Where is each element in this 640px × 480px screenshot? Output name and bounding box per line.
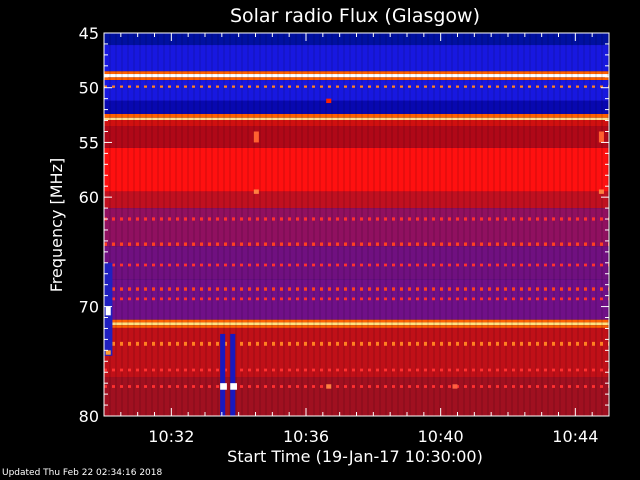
burst <box>253 131 259 143</box>
plot-area <box>103 33 609 416</box>
burst <box>452 384 458 389</box>
frequency-band <box>104 147 609 192</box>
frequency-band <box>104 246 609 280</box>
x-axis-label: Start Time (19-Jan-17 10:30:00) <box>227 447 483 466</box>
y-tick-label: 45 <box>79 24 99 43</box>
frequency-band <box>104 279 609 320</box>
texture-overlay <box>103 33 609 416</box>
burst <box>105 350 111 355</box>
frequency-band <box>104 322 609 326</box>
frequency-band <box>104 319 609 323</box>
burst <box>230 383 237 390</box>
x-tick-label: 10:36 <box>283 427 329 446</box>
y-tick-label: 70 <box>79 298 99 317</box>
frequency-band <box>104 71 609 75</box>
chart-title: Solar radio Flux (Glasgow) <box>230 5 480 27</box>
updated-timestamp: Updated Thu Feb 22 02:34:16 2018 <box>2 468 163 478</box>
frequency-band <box>104 100 609 114</box>
burst <box>326 384 332 389</box>
frequency-band <box>104 325 609 328</box>
frequency-band <box>104 117 609 120</box>
frequency-band <box>104 33 609 46</box>
frequency-band <box>104 77 609 81</box>
frequency-band <box>104 208 609 247</box>
burst <box>105 306 111 316</box>
frequency-band <box>104 45 609 72</box>
y-tick-label: 55 <box>79 133 99 152</box>
burst <box>253 189 259 194</box>
y-tick-label: 80 <box>79 407 99 426</box>
frequency-band <box>104 113 609 118</box>
frequency-band <box>104 327 609 378</box>
y-tick-label: 50 <box>79 79 99 98</box>
frequency-band <box>104 191 609 209</box>
frequency-band <box>104 377 609 416</box>
axes: 45 50 55 60 70 80 10:32 10:36 10:40 10:44 <box>79 24 610 446</box>
x-tick-label: 10:40 <box>418 427 464 446</box>
burst <box>220 383 227 390</box>
burst <box>326 98 332 104</box>
frequency-band <box>104 74 609 78</box>
x-tick-label: 10:44 <box>552 427 598 446</box>
y-axis-label: Frequency [MHz] <box>47 158 66 292</box>
frequency-band <box>104 126 609 148</box>
burst <box>598 131 604 143</box>
frequency-band <box>104 119 609 127</box>
frequency-band <box>104 80 609 101</box>
y-tick-label: 60 <box>79 188 99 207</box>
burst <box>220 333 226 416</box>
burst <box>598 189 604 194</box>
x-tick-label: 10:32 <box>148 427 194 446</box>
burst <box>230 333 236 416</box>
